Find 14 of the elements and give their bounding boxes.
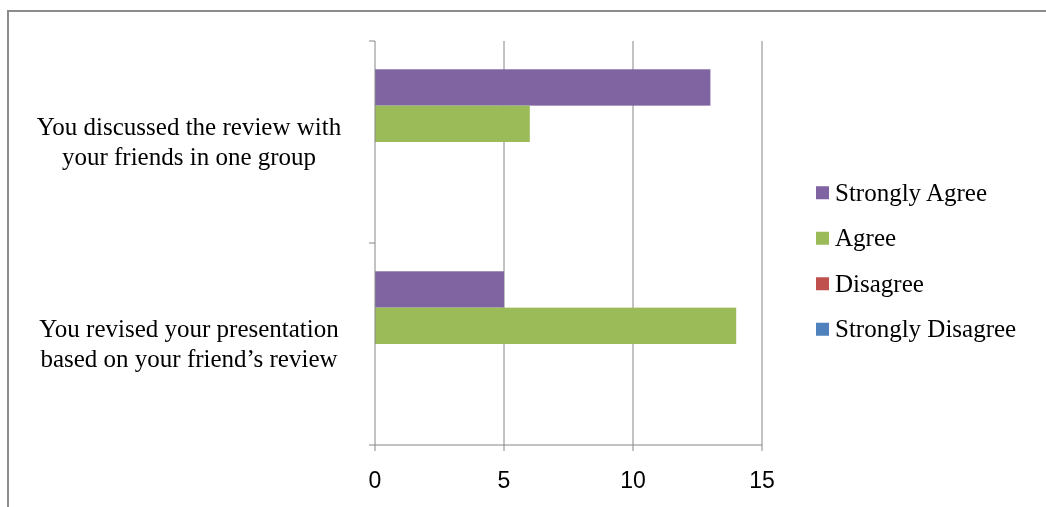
legend-label: Disagree [835,269,924,297]
x-tick-label: 10 [620,467,646,493]
x-tick-label: 15 [749,467,775,493]
y-tick-label: You revised your presentation based on your friend’s review [39,315,340,372]
legend-label: Strongly Agree [835,178,988,206]
bar [375,105,530,142]
bar [375,271,504,308]
bar [375,307,737,344]
x-tick-label: 5 [497,467,511,493]
bar [375,69,711,106]
y-tick-label: You discussed the review with your friends in one group [36,113,342,170]
legend-label: Agree [835,224,897,252]
x-tick-label: 0 [368,467,382,493]
legend-label: Strongly Disagree [835,315,1017,343]
